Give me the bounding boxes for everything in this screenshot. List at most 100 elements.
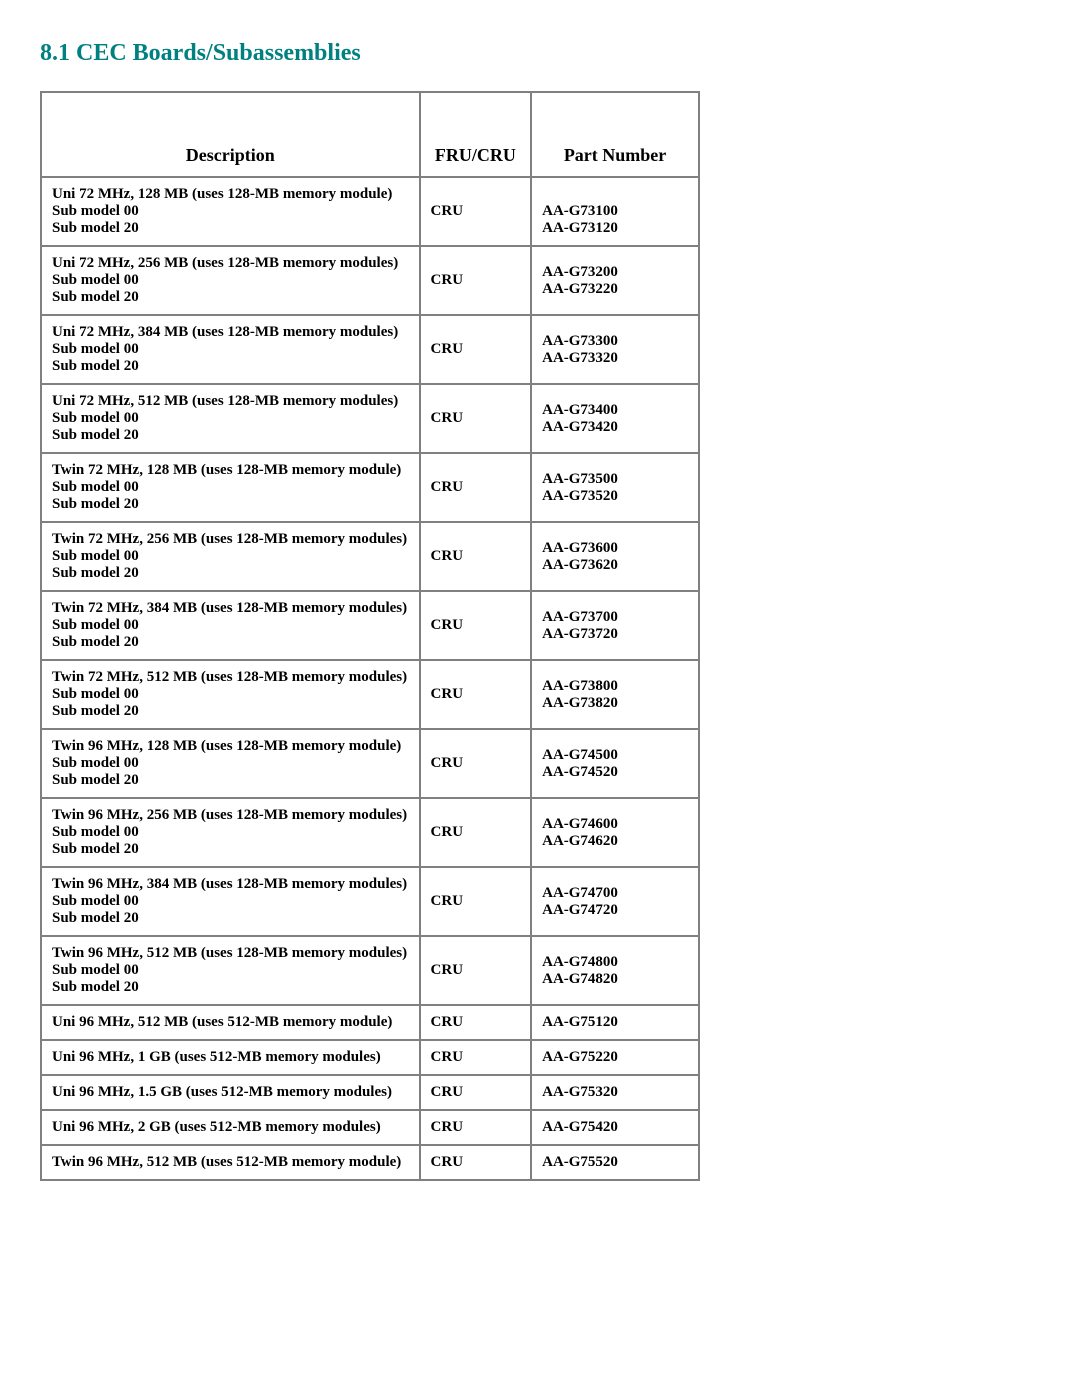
cell-fru-cru: CRU bbox=[421, 592, 531, 659]
description-line: Sub model 00 bbox=[52, 272, 409, 289]
part-number-line: AA-G73820 bbox=[542, 695, 688, 712]
cell-part-number: AA-G75220 bbox=[532, 1041, 698, 1074]
table-row: Uni 72 MHz, 384 MB (uses 128-MB memory m… bbox=[42, 316, 698, 383]
col-header-part-number: Part Number bbox=[532, 93, 698, 176]
part-number-line: AA-G74820 bbox=[542, 971, 688, 988]
part-number-line: AA-G74700 bbox=[542, 885, 688, 902]
part-number-line: AA-G73420 bbox=[542, 419, 688, 436]
cell-fru-cru: CRU bbox=[421, 1006, 531, 1039]
description-line: Sub model 00 bbox=[52, 617, 409, 634]
cell-part-number: AA-G75420 bbox=[532, 1111, 698, 1144]
part-number-line: AA-G75120 bbox=[542, 1014, 688, 1031]
cell-part-number: AA-G75320 bbox=[532, 1076, 698, 1109]
description-line: Twin 96 MHz, 128 MB (uses 128-MB memory … bbox=[52, 738, 409, 755]
cell-fru-cru: CRU bbox=[421, 661, 531, 728]
description-line: Sub model 20 bbox=[52, 979, 409, 996]
table-row: Twin 72 MHz, 128 MB (uses 128-MB memory … bbox=[42, 454, 698, 521]
table-header-row: Description FRU/CRU Part Number bbox=[42, 93, 698, 176]
cell-part-number: AA-G73800AA-G73820 bbox=[532, 661, 698, 728]
description-line: Sub model 20 bbox=[52, 634, 409, 651]
part-number-line: AA-G73720 bbox=[542, 626, 688, 643]
part-number-line: AA-G73320 bbox=[542, 350, 688, 367]
cell-part-number: AA-G74700AA-G74720 bbox=[532, 868, 698, 935]
description-line: Sub model 20 bbox=[52, 703, 409, 720]
description-line: Twin 72 MHz, 384 MB (uses 128-MB memory … bbox=[52, 600, 409, 617]
cell-description: Twin 72 MHz, 384 MB (uses 128-MB memory … bbox=[42, 592, 419, 659]
cell-description: Twin 96 MHz, 512 MB (uses 512-MB memory … bbox=[42, 1146, 419, 1179]
cell-fru-cru: CRU bbox=[421, 1111, 531, 1144]
description-line: Uni 72 MHz, 512 MB (uses 128-MB memory m… bbox=[52, 393, 409, 410]
table-row: Uni 96 MHz, 1.5 GB (uses 512-MB memory m… bbox=[42, 1076, 698, 1109]
part-number-line: AA-G74620 bbox=[542, 833, 688, 850]
part-number-line: AA-G73300 bbox=[542, 333, 688, 350]
part-number-line: AA-G73500 bbox=[542, 471, 688, 488]
table-row: Uni 72 MHz, 512 MB (uses 128-MB memory m… bbox=[42, 385, 698, 452]
cell-part-number: AA-G73700AA-G73720 bbox=[532, 592, 698, 659]
cell-description: Twin 96 MHz, 384 MB (uses 128-MB memory … bbox=[42, 868, 419, 935]
cell-fru-cru: CRU bbox=[421, 1146, 531, 1179]
description-line: Sub model 20 bbox=[52, 220, 409, 237]
cell-fru-cru: CRU bbox=[421, 799, 531, 866]
description-line: Sub model 00 bbox=[52, 410, 409, 427]
description-line: Sub model 00 bbox=[52, 962, 409, 979]
cell-description: Uni 72 MHz, 256 MB (uses 128-MB memory m… bbox=[42, 247, 419, 314]
table-row: Twin 96 MHz, 256 MB (uses 128-MB memory … bbox=[42, 799, 698, 866]
cell-part-number: AA-G75120 bbox=[532, 1006, 698, 1039]
description-line: Twin 72 MHz, 512 MB (uses 128-MB memory … bbox=[52, 669, 409, 686]
col-header-fru-cru: FRU/CRU bbox=[421, 93, 531, 176]
parts-table: Description FRU/CRU Part Number Uni 72 M… bbox=[40, 91, 700, 1181]
cell-fru-cru: CRU bbox=[421, 523, 531, 590]
part-number-line: AA-G73220 bbox=[542, 281, 688, 298]
description-line: Uni 96 MHz, 2 GB (uses 512-MB memory mod… bbox=[52, 1119, 409, 1136]
cell-description: Twin 96 MHz, 128 MB (uses 128-MB memory … bbox=[42, 730, 419, 797]
table-row: Twin 96 MHz, 512 MB (uses 128-MB memory … bbox=[42, 937, 698, 1004]
description-line: Sub model 20 bbox=[52, 289, 409, 306]
description-line: Uni 96 MHz, 1 GB (uses 512-MB memory mod… bbox=[52, 1049, 409, 1066]
description-line: Sub model 20 bbox=[52, 772, 409, 789]
description-line: Sub model 20 bbox=[52, 565, 409, 582]
cell-part-number: AA-G74800AA-G74820 bbox=[532, 937, 698, 1004]
cell-description: Uni 72 MHz, 512 MB (uses 128-MB memory m… bbox=[42, 385, 419, 452]
cell-description: Uni 96 MHz, 1 GB (uses 512-MB memory mod… bbox=[42, 1041, 419, 1074]
part-number-line: AA-G75320 bbox=[542, 1084, 688, 1101]
table-row: Uni 96 MHz, 2 GB (uses 512-MB memory mod… bbox=[42, 1111, 698, 1144]
cell-description: Twin 72 MHz, 128 MB (uses 128-MB memory … bbox=[42, 454, 419, 521]
part-number-line: AA-G73620 bbox=[542, 557, 688, 574]
cell-fru-cru: CRU bbox=[421, 385, 531, 452]
cell-part-number: AA-G73100AA-G73120 bbox=[532, 178, 698, 245]
description-line: Sub model 00 bbox=[52, 824, 409, 841]
description-line: Sub model 20 bbox=[52, 496, 409, 513]
description-line: Twin 96 MHz, 512 MB (uses 128-MB memory … bbox=[52, 945, 409, 962]
cell-description: Uni 72 MHz, 128 MB (uses 128-MB memory m… bbox=[42, 178, 419, 245]
description-line: Sub model 00 bbox=[52, 548, 409, 565]
part-number-line: AA-G74520 bbox=[542, 764, 688, 781]
cell-fru-cru: CRU bbox=[421, 178, 531, 245]
table-row: Twin 96 MHz, 512 MB (uses 512-MB memory … bbox=[42, 1146, 698, 1179]
cell-part-number: AA-G73300AA-G73320 bbox=[532, 316, 698, 383]
cell-part-number: AA-G74600AA-G74620 bbox=[532, 799, 698, 866]
table-row: Twin 72 MHz, 384 MB (uses 128-MB memory … bbox=[42, 592, 698, 659]
part-number-line: AA-G73700 bbox=[542, 609, 688, 626]
cell-fru-cru: CRU bbox=[421, 1076, 531, 1109]
cell-fru-cru: CRU bbox=[421, 316, 531, 383]
cell-description: Twin 96 MHz, 256 MB (uses 128-MB memory … bbox=[42, 799, 419, 866]
description-line: Sub model 00 bbox=[52, 893, 409, 910]
description-line: Sub model 00 bbox=[52, 203, 409, 220]
cell-description: Twin 96 MHz, 512 MB (uses 128-MB memory … bbox=[42, 937, 419, 1004]
table-row: Uni 72 MHz, 256 MB (uses 128-MB memory m… bbox=[42, 247, 698, 314]
description-line: Twin 72 MHz, 128 MB (uses 128-MB memory … bbox=[52, 462, 409, 479]
cell-part-number: AA-G73200AA-G73220 bbox=[532, 247, 698, 314]
part-number-line: AA-G73400 bbox=[542, 402, 688, 419]
cell-fru-cru: CRU bbox=[421, 937, 531, 1004]
cell-description: Uni 96 MHz, 512 MB (uses 512-MB memory m… bbox=[42, 1006, 419, 1039]
cell-fru-cru: CRU bbox=[421, 730, 531, 797]
section-title: 8.1 CEC Boards/Subassemblies bbox=[40, 40, 1040, 67]
part-number-line: AA-G75520 bbox=[542, 1154, 688, 1171]
cell-part-number: AA-G73600AA-G73620 bbox=[532, 523, 698, 590]
part-number-line: AA-G74720 bbox=[542, 902, 688, 919]
cell-part-number: AA-G73400AA-G73420 bbox=[532, 385, 698, 452]
part-number-line: AA-G73520 bbox=[542, 488, 688, 505]
cell-fru-cru: CRU bbox=[421, 868, 531, 935]
cell-description: Uni 96 MHz, 1.5 GB (uses 512-MB memory m… bbox=[42, 1076, 419, 1109]
cell-description: Twin 72 MHz, 512 MB (uses 128-MB memory … bbox=[42, 661, 419, 728]
